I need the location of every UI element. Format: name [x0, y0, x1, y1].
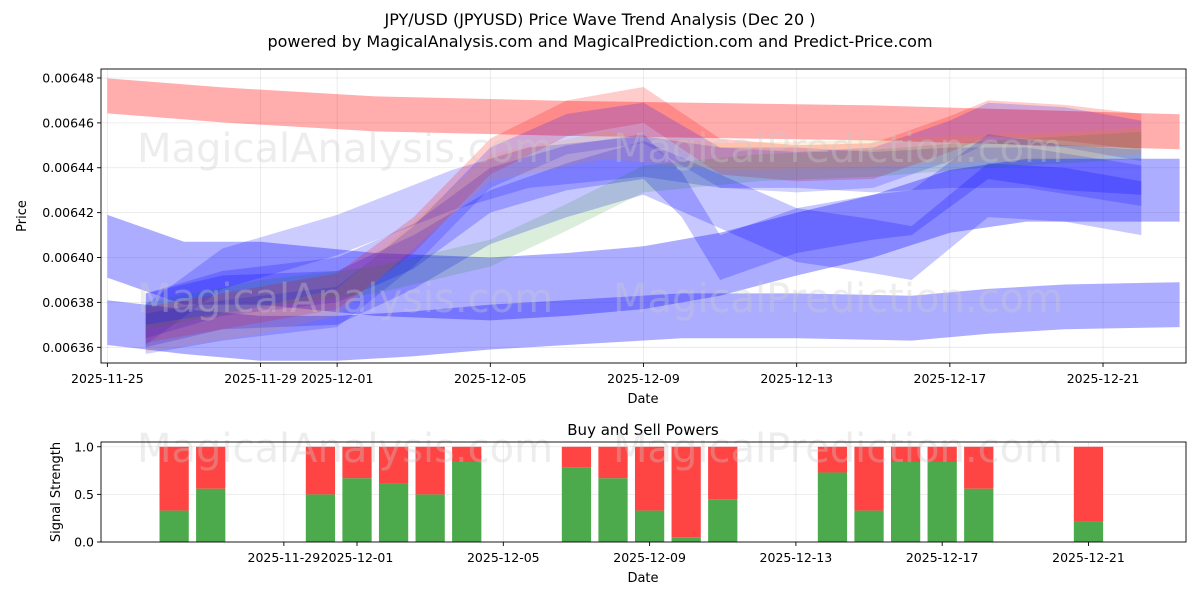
- signal-y-label: Signal Strength: [49, 442, 64, 542]
- sell-bar: [305, 446, 336, 495]
- buy-bar: [634, 510, 665, 542]
- buy-bar: [561, 467, 592, 542]
- signal-y-axis: 0.0 0.5 1.0: [74, 439, 101, 550]
- price-y-tick-label: 0.00640: [42, 250, 94, 265]
- signal-x-label: Date: [627, 571, 658, 586]
- buy-bar: [378, 483, 409, 542]
- price-y-tick-label: 0.00648: [42, 70, 94, 85]
- signal-x-tick-label: 2025-12-09: [613, 550, 686, 565]
- watermark-right-top: MagicalPrediction.com: [613, 126, 1063, 172]
- signal-x-axis: 2025-11-29 2025-12-01 2025-12-05 2025-12-09…: [248, 542, 1125, 565]
- signal-x-tick-label: 2025-12-21: [1052, 550, 1125, 565]
- signal-x-tick-label: 2025-12-05: [467, 550, 540, 565]
- sell-bar: [415, 446, 445, 495]
- price-chart: MagicalAnalysis.com MagicalPrediction.co…: [15, 68, 1187, 407]
- price-y-tick-label: 0.00636: [42, 340, 94, 355]
- price-x-tick-label: 2025-12-05: [454, 371, 527, 386]
- price-y-tick-label: 0.00646: [42, 115, 94, 130]
- buy-bar: [964, 488, 994, 542]
- price-x-tick-label: 2025-12-21: [1067, 371, 1140, 386]
- price-x-tick-label: 2025-12-01: [301, 371, 374, 386]
- purple-wave: [145, 102, 1142, 354]
- chart-subtitle: powered by MagicalAnalysis.com and Magic…: [267, 32, 932, 51]
- signal-x-tick-label: 2025-11-29: [248, 550, 321, 565]
- signal-y-tick-label: 0.0: [74, 535, 94, 550]
- watermark-left-top: MagicalAnalysis.com: [137, 126, 553, 172]
- buy-bar: [671, 537, 701, 542]
- watermark-right-signal: MagicalPrediction.com: [613, 426, 1063, 472]
- buy-bar: [452, 462, 482, 542]
- price-y-axis: 0.00636 0.00638 0.00640 0.00642 0.00644 0.006…: [42, 70, 101, 355]
- price-y-tick-label: 0.00638: [42, 295, 94, 310]
- signal-frame: [100, 441, 1187, 543]
- buy-bar: [927, 462, 957, 542]
- lower-blue-band-2: [107, 158, 1180, 321]
- sell-bar: [598, 446, 628, 479]
- sell-bar: [159, 446, 189, 511]
- buy-bar: [196, 488, 226, 542]
- signal-x-tick-label: 2025-12-13: [760, 550, 833, 565]
- sell-bar: [561, 446, 592, 468]
- price-x-tick-label: 2025-12-13: [760, 371, 833, 386]
- upper-red-band: [107, 78, 1180, 150]
- sell-bar: [817, 446, 848, 473]
- buy-bar: [890, 462, 921, 542]
- buy-bar: [817, 472, 848, 542]
- buy-bar: [305, 494, 336, 542]
- buy-bar: [854, 510, 884, 542]
- sell-bar: [708, 446, 738, 500]
- green-wave: [145, 131, 1142, 330]
- sell-bar: [452, 446, 482, 462]
- signal-y-tick-label: 0.5: [74, 487, 94, 502]
- price-y-tick-label: 0.00642: [42, 205, 94, 220]
- price-x-label: Date: [627, 392, 658, 407]
- sell-bar: [964, 446, 994, 489]
- signal-x-tick-label: 2025-12-17: [906, 550, 979, 565]
- sell-bar: [927, 446, 957, 462]
- signal-y-tick-label: 1.0: [74, 439, 94, 454]
- buy-bar: [415, 494, 445, 542]
- watermark-right-bottom: MagicalPrediction.com: [613, 276, 1063, 322]
- price-x-tick-label: 2025-12-17: [914, 371, 987, 386]
- signal-title: Buy and Sell Powers: [567, 421, 719, 439]
- sell-bar: [342, 446, 372, 479]
- chart-title: JPY/USD (JPYUSD) Price Wave Trend Analys…: [384, 10, 816, 29]
- buy-bar: [598, 478, 628, 542]
- signal-chart: Buy and Sell Powers MagicalAnalysis.com …: [49, 421, 1187, 586]
- mid-blue-band-2: [145, 140, 1142, 348]
- sell-bar: [196, 446, 226, 489]
- signal-x-tick-label: 2025-12-01: [321, 550, 394, 565]
- price-bands: [107, 78, 1180, 361]
- watermark-left-signal: MagicalAnalysis.com: [137, 426, 553, 472]
- watermark-left-bottom: MagicalAnalysis.com: [137, 276, 553, 322]
- buy-bar: [1073, 521, 1104, 542]
- upper-red-wave: [145, 87, 1142, 343]
- buy-bar: [342, 478, 372, 542]
- price-y-tick-label: 0.00644: [42, 160, 94, 175]
- sell-bar: [634, 446, 665, 511]
- buy-bar: [159, 510, 189, 542]
- price-y-label: Price: [15, 200, 30, 232]
- price-x-tick-label: 2025-12-09: [607, 371, 680, 386]
- price-x-axis: 2025-11-25 2025-11-29 2025-12-01 2025-12-05…: [71, 363, 1139, 386]
- sell-bar: [854, 446, 884, 511]
- orange-wave: [145, 127, 1142, 352]
- price-x-tick-label: 2025-11-29: [224, 371, 297, 386]
- mid-blue-band-1: [145, 134, 1142, 339]
- lower-blue-band-1: [107, 282, 1180, 361]
- price-x-tick-label: 2025-11-25: [71, 371, 144, 386]
- mid-blue-band-3: [145, 136, 1142, 345]
- buy-bar: [708, 499, 738, 542]
- sell-bar: [671, 446, 701, 538]
- price-grid: [101, 69, 1186, 363]
- signal-bars: [159, 446, 1104, 542]
- sell-bar: [890, 446, 921, 462]
- sell-bar: [378, 446, 409, 484]
- sell-bar: [1073, 446, 1104, 522]
